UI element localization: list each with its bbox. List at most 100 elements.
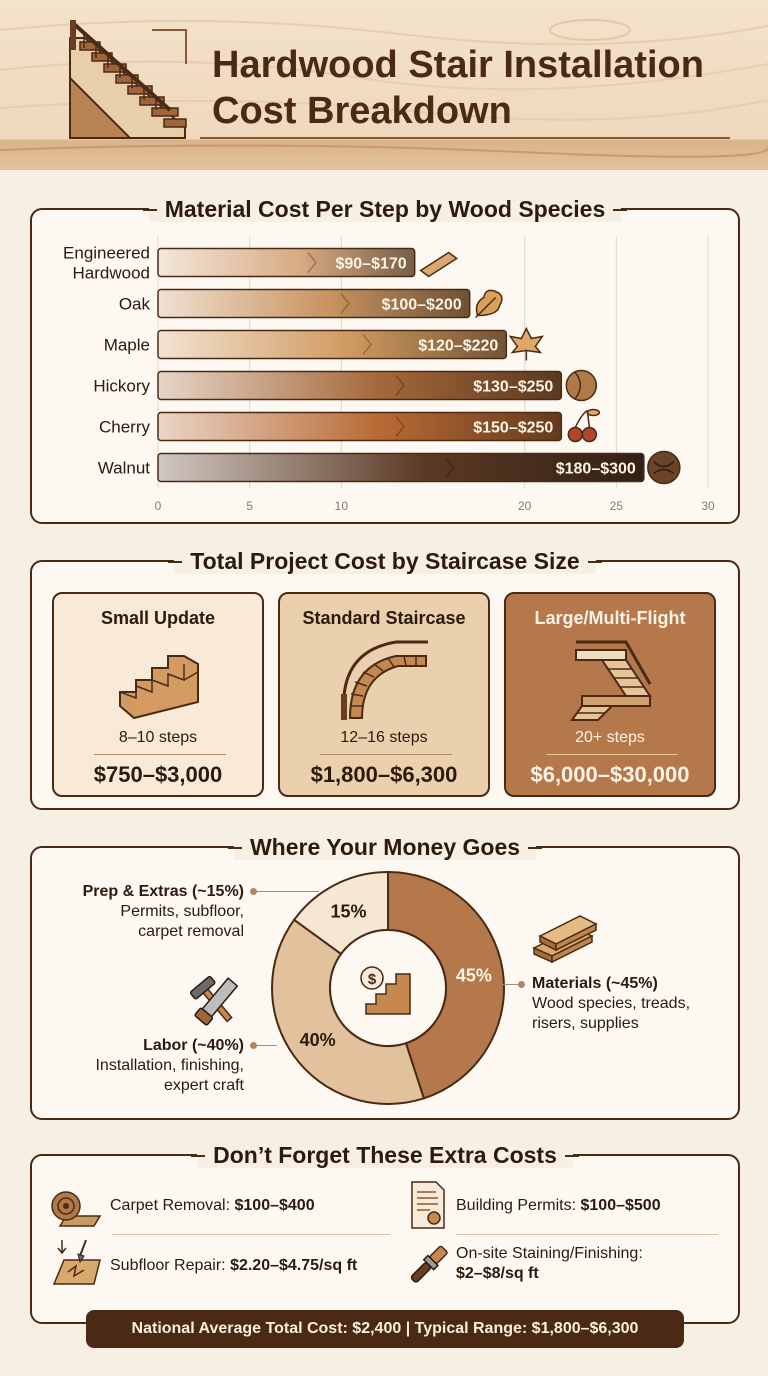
materials-desc-line2: risers, supplies bbox=[532, 1015, 639, 1032]
bar bbox=[157, 411, 563, 442]
small-stair-icon bbox=[119, 655, 199, 720]
subfloor-repair-item: Subfloor Repair: $2.20–$4.75/sq ft bbox=[110, 1256, 357, 1276]
labor-leader-line bbox=[257, 1045, 277, 1046]
material-cost-title: Material Cost Per Step by Wood Species bbox=[32, 196, 738, 222]
slice-percent-label: 45% bbox=[456, 965, 492, 985]
page-title-line2: Cost Breakdown bbox=[212, 90, 512, 132]
labor-legend: Labor (~40%) Installation, finishing, ex… bbox=[52, 1036, 244, 1096]
staircase-size-title: Total Project Cost by Staircase Size bbox=[32, 548, 738, 574]
national-average-footer: National Average Total Cost: $2,400 | Ty… bbox=[86, 1310, 684, 1348]
prep-extras-legend: Prep & Extras (~15%) Permits, subfloor, … bbox=[52, 882, 244, 942]
materials-legend: Materials (~45%) Wood species, treads, r… bbox=[532, 974, 732, 1034]
materials-leader-line bbox=[502, 984, 518, 985]
materials-marker bbox=[518, 981, 525, 988]
tier-name: Large/Multi-Flight bbox=[534, 608, 686, 628]
money-breakdown-title: Where Your Money Goes bbox=[32, 834, 738, 860]
maple-leaf-icon bbox=[508, 326, 544, 361]
x-tick-label: 10 bbox=[335, 499, 349, 513]
tier-name: Standard Staircase bbox=[302, 608, 466, 628]
money-donut-chart: 45% 40% 15% $ bbox=[271, 870, 505, 1105]
multi-flight-stair-icon bbox=[570, 640, 652, 721]
building-permits-item: Building Permits: $100–$500 bbox=[456, 1196, 661, 1216]
cherry-icon bbox=[567, 408, 601, 443]
page-title-line1: Hardwood Stair Installation bbox=[212, 44, 704, 86]
x-tick-label: 25 bbox=[610, 499, 624, 513]
x-tick-label: 5 bbox=[246, 499, 253, 513]
staining-finishing-label: On-site Staining/Finishing: bbox=[456, 1245, 643, 1262]
svg-text:$: $ bbox=[368, 971, 377, 988]
prep-extras-label: Prep & Extras (~15%) bbox=[82, 883, 244, 900]
prep-extras-marker bbox=[250, 888, 257, 895]
corner-frame-decoration bbox=[152, 29, 187, 64]
extras-divider-left bbox=[112, 1234, 390, 1235]
walnut-icon bbox=[647, 450, 681, 485]
staircase-size-panel: Total Project Cost by Staircase Size Sma… bbox=[30, 548, 740, 810]
bar bbox=[157, 452, 645, 483]
labor-label: Labor (~40%) bbox=[143, 1037, 244, 1054]
tier-divider bbox=[546, 754, 678, 755]
tier-price: $1,800–$6,300 bbox=[310, 762, 458, 787]
oak-leaf-icon bbox=[475, 289, 503, 319]
curved-stair-icon bbox=[341, 640, 428, 720]
carpet-roll-icon bbox=[51, 1191, 102, 1227]
page-title: Hardwood Stair Installation Cost Breakdo… bbox=[212, 42, 752, 134]
tier-card-large: Large/Multi-Flight 20+ steps $6,000–$30,… bbox=[504, 592, 716, 797]
header-banner: Hardwood Stair Installation Cost Breakdo… bbox=[0, 0, 768, 170]
bar-chevron bbox=[362, 334, 372, 355]
chart-gridlines bbox=[157, 236, 709, 488]
staining-finishing-item: On-site Staining/Finishing: $2–$8/sq ft bbox=[456, 1244, 643, 1284]
category-label: Hardwood bbox=[73, 264, 151, 283]
carpet-removal-value: $100–$400 bbox=[234, 1197, 315, 1214]
staircase-illustration-icon bbox=[69, 20, 187, 139]
data-label: $130–$250 bbox=[473, 379, 553, 396]
data-label: $150–$250 bbox=[473, 420, 553, 437]
extra-costs-panel: Don’t Forget These Extra Costs Carpet Re… bbox=[30, 1142, 740, 1324]
x-tick-label: 0 bbox=[155, 499, 162, 513]
bar bbox=[157, 288, 471, 319]
wood-plank-icon bbox=[419, 251, 458, 278]
materials-desc-line1: Wood species, treads, bbox=[532, 995, 691, 1012]
extras-divider-right bbox=[456, 1234, 718, 1235]
bar bbox=[157, 247, 416, 278]
category-label: Oak bbox=[119, 295, 151, 314]
material-cost-panel: Material Cost Per Step by Wood Species 0… bbox=[30, 196, 740, 524]
building-permits-label: Building Permits: bbox=[456, 1197, 581, 1214]
category-label: Maple bbox=[104, 336, 150, 355]
slice-percent-label: 40% bbox=[300, 1030, 336, 1050]
staining-finishing-value: $2–$8/sq ft bbox=[456, 1265, 539, 1282]
bar-chevron bbox=[395, 375, 405, 396]
category-label: Engineered bbox=[63, 244, 150, 263]
bar-chevron bbox=[307, 252, 317, 273]
bar bbox=[157, 329, 508, 360]
category-label: Cherry bbox=[99, 418, 151, 437]
tier-card-standard: Standard Staircase 12–16 steps $1,800–$6… bbox=[278, 592, 490, 797]
x-tick-label: 20 bbox=[518, 499, 532, 513]
tier-steps: 12–16 steps bbox=[340, 729, 428, 746]
tier-card-small: Small Update 8–10 steps $750–$3,000 bbox=[52, 592, 264, 797]
tier-steps: 20+ steps bbox=[575, 729, 645, 746]
bar-chevron bbox=[395, 416, 405, 437]
carpet-removal-label: Carpet Removal: bbox=[110, 1197, 235, 1214]
labor-desc-line2: expert craft bbox=[163, 1077, 244, 1094]
labor-marker bbox=[250, 1042, 257, 1049]
tier-steps: 8–10 steps bbox=[118, 729, 198, 746]
tier-price: $750–$3,000 bbox=[93, 762, 223, 787]
carpet-removal-item: Carpet Removal: $100–$400 bbox=[110, 1196, 315, 1216]
data-label: $120–$220 bbox=[418, 338, 498, 355]
category-label: Walnut bbox=[98, 459, 151, 478]
hammer-saw-icon bbox=[189, 975, 239, 1026]
category-label: Hickory bbox=[93, 377, 150, 396]
hickory-nut-icon bbox=[565, 369, 598, 402]
bar-chevron bbox=[444, 457, 455, 478]
lumber-stack-icon bbox=[532, 915, 598, 964]
building-permits-value: $100–$500 bbox=[580, 1197, 661, 1214]
materials-label: Materials (~45%) bbox=[532, 975, 658, 992]
permit-document-icon bbox=[411, 1181, 445, 1229]
bar bbox=[157, 370, 563, 401]
slice-percent-label: 15% bbox=[330, 901, 366, 921]
x-tick-label: 30 bbox=[701, 499, 715, 513]
tier-divider bbox=[320, 754, 452, 755]
money-breakdown-panel: Where Your Money Goes 45% 40% 15% $ Prep & … bbox=[30, 834, 740, 1120]
subfloor-repair-value: $2.20–$4.75/sq ft bbox=[230, 1257, 358, 1274]
